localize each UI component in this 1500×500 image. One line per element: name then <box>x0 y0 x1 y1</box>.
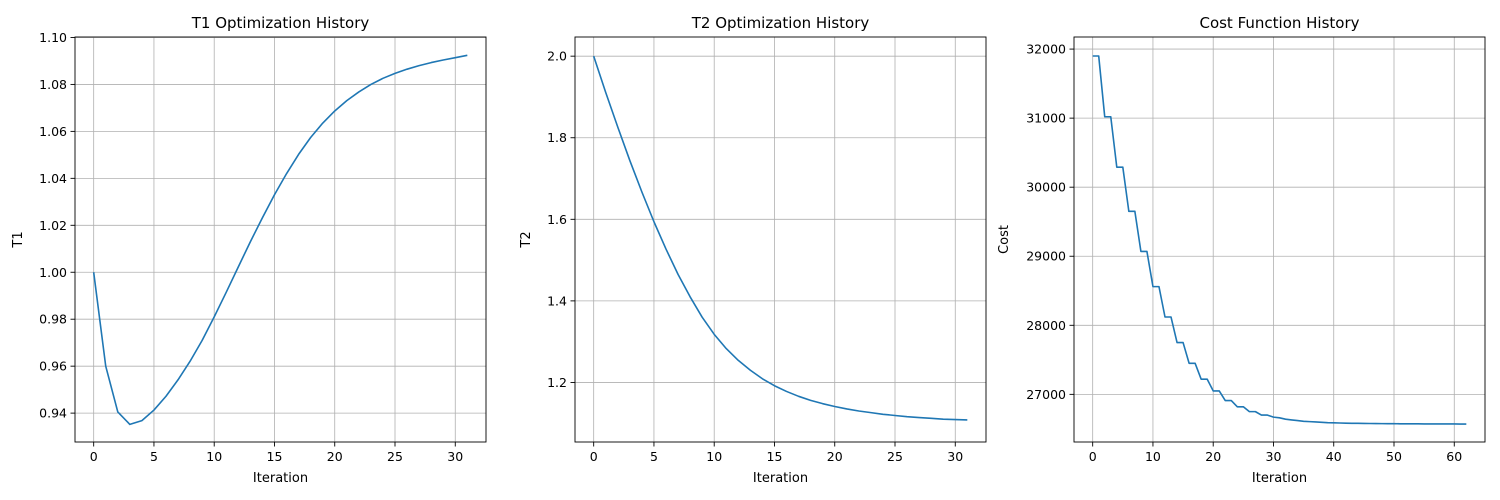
t2-x-tick-label: 0 <box>590 449 598 464</box>
t2-x-tick-label: 20 <box>827 449 843 464</box>
t2-x-axis-label: Iteration <box>753 471 808 486</box>
t1-x-tick-label: 0 <box>90 449 98 464</box>
t1-y-tick-label: 1.10 <box>39 30 67 45</box>
t1-plot-frame <box>74 36 487 443</box>
t1-chart-title: T1 Optimization History <box>191 14 370 32</box>
cost-series-line <box>1092 55 1467 425</box>
t2-chart-title: T2 Optimization History <box>691 14 870 32</box>
t1-x-tick-label: 5 <box>150 449 158 464</box>
t1-x-tick-label: 25 <box>387 449 403 464</box>
t1-y-tick-label: 1.06 <box>39 124 67 139</box>
t2-y-tick-label: 1.2 <box>547 375 567 390</box>
cost-chart-panel: Cost Function History Iteration Cost 0 10… <box>997 14 1486 486</box>
t2-y-tick-label: 1.4 <box>547 293 567 308</box>
t1-y-tick-label: 0.96 <box>39 359 67 374</box>
cost-x-tick-label: 30 <box>1266 449 1282 464</box>
cost-y-tick-label: 30000 <box>1026 180 1066 195</box>
t2-y-tick-label: 1.6 <box>547 212 567 227</box>
t1-chart-panel: T1 Optimization History Iteration T1 0 5 1… <box>11 14 487 486</box>
t1-series-line <box>92 54 468 426</box>
t2-x-tick-label: 30 <box>947 449 963 464</box>
t1-y-tick-label: 1.08 <box>39 77 67 92</box>
t1-y-tick-label: 0.98 <box>39 312 67 327</box>
cost-y-tick-label: 28000 <box>1026 318 1066 333</box>
cost-y-tick-label: 32000 <box>1026 42 1066 57</box>
t2-chart-panel: T2 Optimization History Iteration T2 0 5 1… <box>519 14 987 486</box>
cost-y-tick-label: 27000 <box>1026 387 1066 402</box>
cost-x-tick-label: 50 <box>1386 449 1402 464</box>
t1-y-tick-label: 1.02 <box>39 218 67 233</box>
t1-x-axis-label: Iteration <box>253 471 308 486</box>
cost-x-tick-label: 10 <box>1145 449 1161 464</box>
cost-plot-frame <box>1073 36 1486 443</box>
t2-series-line <box>592 55 968 421</box>
cost-chart-title: Cost Function History <box>1199 14 1359 32</box>
t1-y-tick-label: 0.94 <box>39 406 67 421</box>
t2-x-tick-label: 5 <box>650 449 658 464</box>
t1-x-tick-label: 30 <box>447 449 463 464</box>
t2-y-tick-label: 1.8 <box>547 130 567 145</box>
t2-x-tick-label: 15 <box>767 449 783 464</box>
t1-x-tick-label: 10 <box>206 449 222 464</box>
t1-y-tick-label: 1.04 <box>39 171 67 186</box>
t2-x-tick-label: 25 <box>887 449 903 464</box>
t2-plot-frame <box>574 36 987 443</box>
cost-y-axis-label: Cost <box>997 225 1012 254</box>
t2-y-tick-label: 2.0 <box>547 49 567 64</box>
cost-x-tick-label: 60 <box>1446 449 1462 464</box>
t2-x-tick-label: 10 <box>706 449 722 464</box>
t1-x-tick-label: 20 <box>327 449 343 464</box>
t1-y-axis-label: T1 <box>11 231 26 248</box>
cost-y-tick-label: 31000 <box>1026 111 1066 126</box>
cost-x-axis-label: Iteration <box>1252 471 1307 486</box>
t2-y-axis-label: T2 <box>519 231 534 248</box>
t1-x-tick-label: 15 <box>267 449 283 464</box>
cost-x-tick-label: 40 <box>1326 449 1342 464</box>
cost-x-tick-label: 0 <box>1089 449 1097 464</box>
cost-x-tick-label: 20 <box>1205 449 1221 464</box>
t1-y-tick-label: 1.00 <box>39 265 67 280</box>
cost-y-tick-label: 29000 <box>1026 249 1066 264</box>
